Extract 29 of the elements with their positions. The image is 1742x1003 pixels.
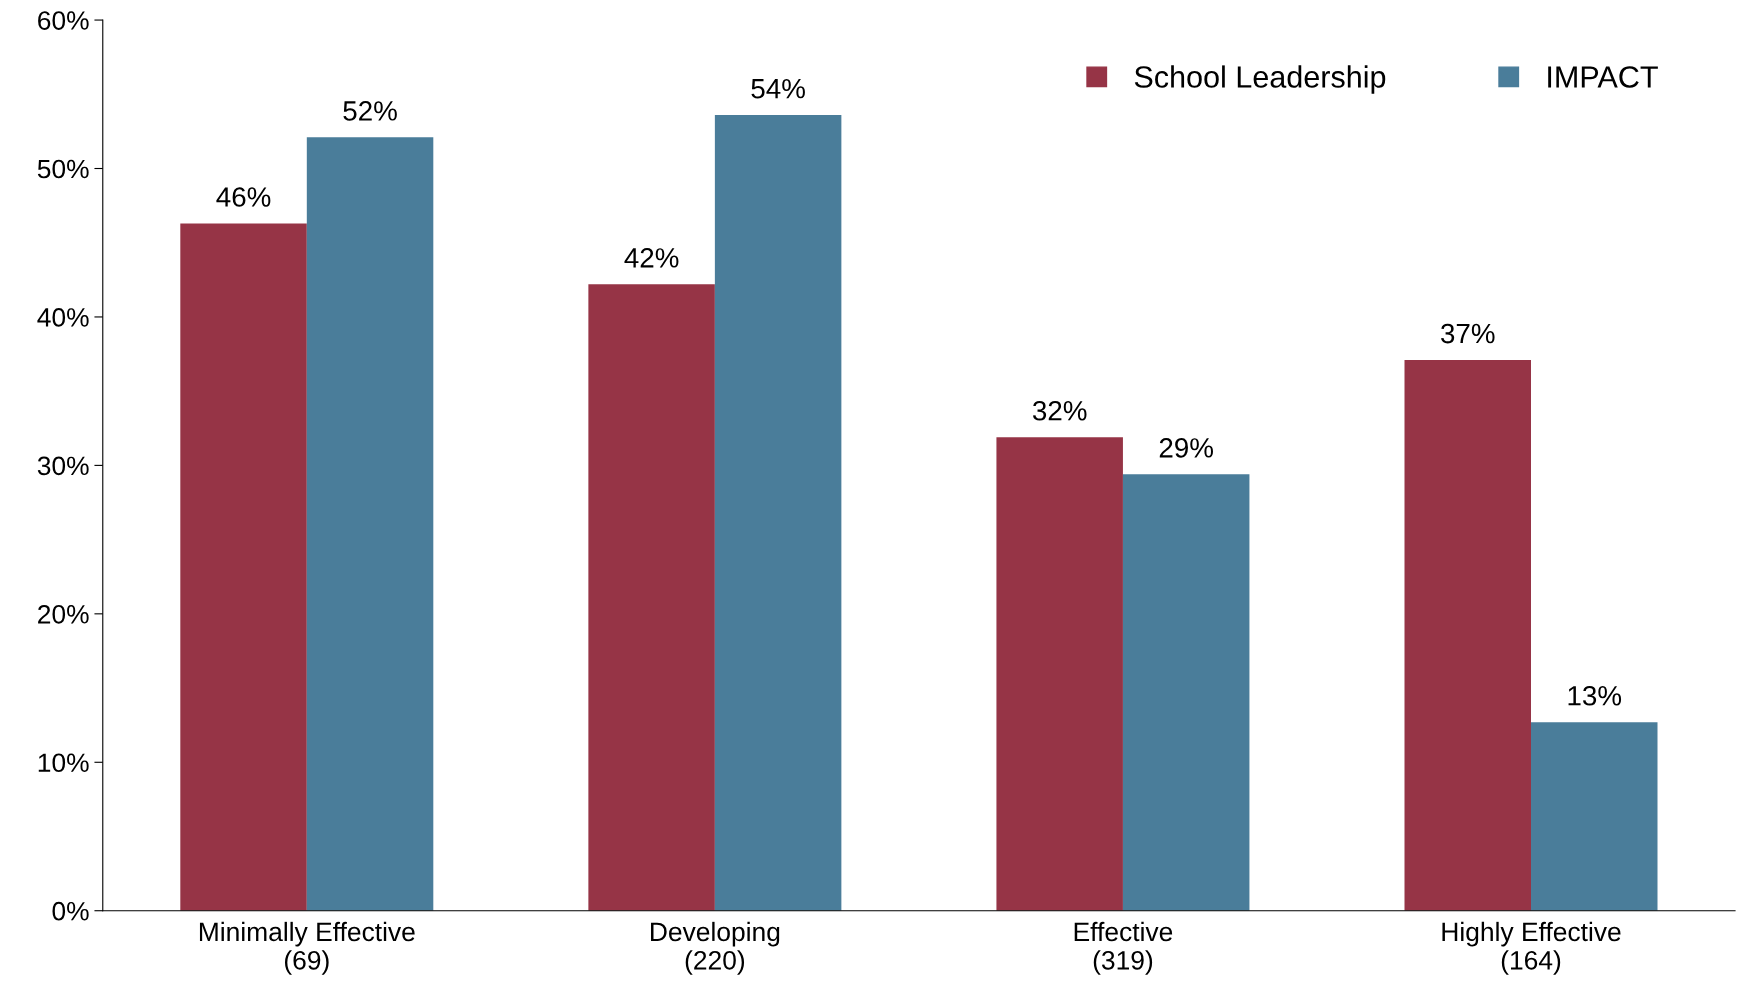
bar xyxy=(306,137,434,911)
y-tick-label: 60% xyxy=(38,11,89,30)
data-label: 46% xyxy=(216,187,271,207)
data-label: 29% xyxy=(1159,438,1213,458)
legend-label: IMPACT xyxy=(1548,66,1658,88)
x-tick-label: Developing (220) xyxy=(651,921,780,975)
data-label: 42% xyxy=(624,248,679,268)
bar xyxy=(714,115,842,911)
y-tick-label: 30% xyxy=(37,456,89,476)
data-label: 13% xyxy=(1568,685,1622,706)
bar xyxy=(1531,722,1658,911)
bar xyxy=(996,437,1123,911)
bar xyxy=(1122,474,1250,911)
bar xyxy=(180,223,307,911)
y-tick-label: 0% xyxy=(52,901,89,921)
x-tick-label: Effective (319) xyxy=(1074,921,1173,975)
data-label: 54% xyxy=(751,78,805,99)
y-tick-label: 40% xyxy=(37,308,89,327)
data-label: 37% xyxy=(1441,323,1495,344)
data-label: 32% xyxy=(1032,400,1087,421)
legend-label: School Leadership xyxy=(1134,65,1386,94)
bar xyxy=(1404,360,1531,911)
bar xyxy=(588,284,715,911)
y-tick-label: 20% xyxy=(38,604,89,624)
data-label: 52% xyxy=(343,101,397,121)
x-tick-label: Minimally Effective (69) xyxy=(199,921,415,975)
y-tick-label: 50% xyxy=(37,159,89,179)
y-tick-label: 10% xyxy=(38,753,89,773)
x-tick-label: Highly Effective (164) xyxy=(1442,921,1621,975)
